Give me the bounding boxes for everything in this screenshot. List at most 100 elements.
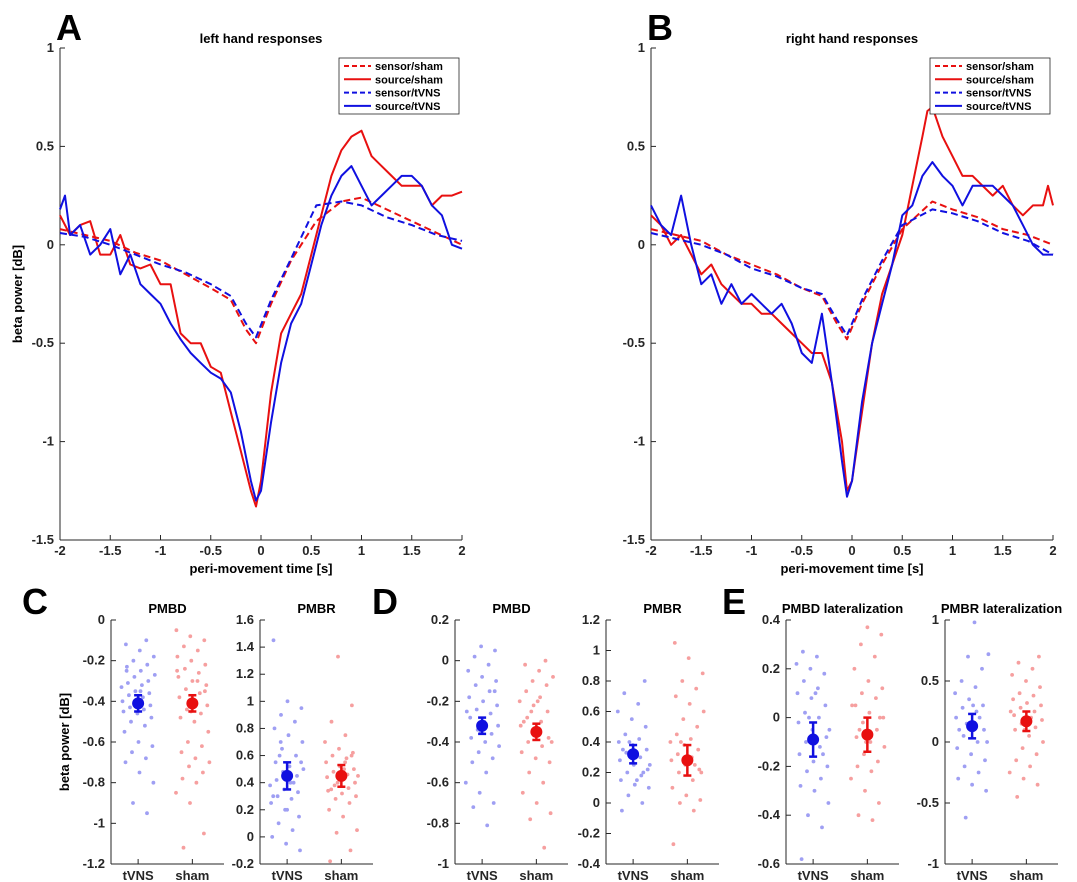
data-point bbox=[986, 652, 991, 657]
data-point bbox=[544, 683, 549, 687]
y-tick-label: -1.2 bbox=[83, 856, 105, 871]
data-point bbox=[853, 703, 858, 708]
data-point bbox=[271, 794, 276, 799]
data-point bbox=[533, 756, 538, 761]
data-point bbox=[301, 767, 306, 771]
data-point bbox=[698, 798, 703, 802]
data-point bbox=[980, 666, 984, 671]
x-tick-label: -0.5 bbox=[200, 543, 222, 558]
data-point bbox=[495, 703, 499, 708]
data-point bbox=[180, 776, 185, 781]
data-point bbox=[179, 750, 184, 755]
data-point bbox=[644, 747, 649, 752]
data-point bbox=[799, 857, 804, 861]
data-point bbox=[142, 707, 146, 712]
data-point bbox=[467, 695, 472, 700]
data-point bbox=[137, 770, 142, 775]
data-point bbox=[174, 790, 178, 795]
y-tick-label: 0.2 bbox=[762, 661, 780, 676]
data-point bbox=[299, 706, 304, 710]
data-point bbox=[806, 813, 810, 818]
data-point bbox=[205, 703, 210, 708]
data-point bbox=[1020, 746, 1025, 750]
data-point bbox=[825, 764, 830, 769]
data-point bbox=[879, 632, 884, 637]
data-point bbox=[1024, 679, 1028, 683]
data-point bbox=[469, 736, 474, 740]
data-point bbox=[356, 774, 360, 778]
series-line-source-tvns bbox=[650, 161, 1053, 498]
mean-marker bbox=[966, 720, 979, 733]
data-point bbox=[203, 662, 208, 667]
data-point bbox=[197, 691, 202, 696]
x-tick-label: 0.5 bbox=[302, 543, 320, 558]
data-point bbox=[529, 709, 534, 714]
data-point bbox=[804, 740, 808, 744]
x-tick-label: 1.5 bbox=[403, 543, 421, 558]
data-point bbox=[639, 773, 644, 778]
data-point bbox=[641, 770, 646, 775]
data-point bbox=[528, 817, 533, 822]
data-point bbox=[546, 736, 551, 740]
x-tick-label: tVNS bbox=[798, 868, 829, 882]
data-point bbox=[802, 679, 806, 683]
data-point bbox=[146, 679, 151, 683]
data-point bbox=[474, 707, 479, 712]
data-point bbox=[200, 744, 204, 748]
data-point bbox=[188, 801, 192, 805]
data-point bbox=[645, 767, 650, 772]
data-point bbox=[691, 808, 696, 813]
data-point bbox=[148, 703, 153, 708]
data-point bbox=[519, 750, 524, 755]
data-point bbox=[468, 715, 473, 720]
data-point bbox=[637, 737, 642, 741]
data-point bbox=[870, 818, 875, 822]
data-point bbox=[635, 778, 639, 782]
data-point bbox=[194, 780, 199, 785]
mean-marker bbox=[1020, 715, 1033, 728]
legend-label: sensor/sham bbox=[375, 61, 443, 73]
data-point bbox=[144, 638, 149, 643]
data-point bbox=[850, 703, 854, 708]
data-point bbox=[277, 753, 282, 758]
data-point bbox=[526, 740, 531, 744]
x-tick-label: 2 bbox=[458, 543, 465, 558]
data-point bbox=[279, 713, 283, 717]
y-tick-label: -0.4 bbox=[578, 856, 601, 871]
data-point bbox=[623, 732, 628, 737]
data-point bbox=[521, 719, 526, 724]
data-point bbox=[795, 691, 800, 696]
y-tick-label: -0.2 bbox=[578, 826, 600, 841]
data-point bbox=[690, 778, 695, 782]
mean-marker bbox=[627, 748, 640, 761]
y-tick-label: 0.4 bbox=[762, 612, 781, 627]
data-point bbox=[694, 686, 699, 691]
data-point bbox=[531, 703, 536, 708]
data-point bbox=[687, 702, 692, 706]
y-tick-label: -1 bbox=[633, 434, 645, 449]
data-point bbox=[272, 726, 277, 731]
data-point bbox=[323, 740, 327, 744]
data-point bbox=[669, 758, 674, 763]
data-point bbox=[343, 760, 347, 765]
y-tick-label: -0.4 bbox=[758, 807, 781, 822]
data-point bbox=[530, 679, 535, 683]
data-point bbox=[1008, 709, 1013, 714]
data-point bbox=[537, 668, 541, 673]
panel-title: PMBR lateralization bbox=[941, 601, 1062, 616]
data-point bbox=[329, 787, 334, 792]
data-point bbox=[143, 723, 147, 728]
data-point bbox=[954, 715, 958, 720]
data-point bbox=[672, 641, 677, 645]
data-point bbox=[549, 740, 554, 744]
data-point bbox=[962, 764, 967, 769]
data-point bbox=[697, 767, 702, 772]
data-point bbox=[969, 752, 973, 757]
panel-title: left hand responses bbox=[200, 31, 323, 46]
data-point bbox=[822, 671, 827, 676]
data-point bbox=[484, 770, 489, 775]
data-point bbox=[646, 785, 651, 790]
data-point bbox=[349, 753, 354, 758]
data-point bbox=[961, 734, 966, 738]
data-point bbox=[674, 732, 679, 737]
